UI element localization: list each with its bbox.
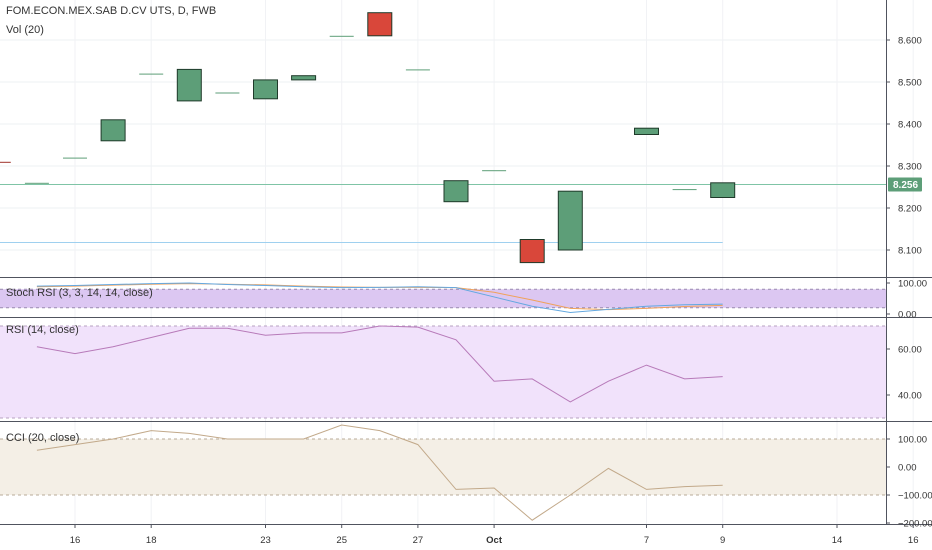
- rsi-line: [36, 325, 723, 403]
- stoch-k-line: [36, 282, 723, 313]
- x-tick-label: 16: [70, 535, 81, 546]
- candle: [519, 239, 545, 264]
- cci-panel[interactable]: CCI (20, close): [0, 424, 886, 521]
- cci-tick-label: 0.00: [898, 463, 917, 474]
- candle: [329, 35, 354, 37]
- cci-tick-label: 100.00: [898, 435, 927, 446]
- x-tick-label: 9: [720, 535, 725, 546]
- rsi-band-fill: [0, 326, 886, 418]
- price-tick-label: 8.600: [898, 36, 922, 47]
- price-tick-label: 8.300: [898, 162, 922, 173]
- price-tick-label: 8.500: [898, 78, 922, 89]
- x-tick-label: 7: [644, 535, 649, 546]
- price-grid: [0, 0, 914, 524]
- cci-line: [36, 424, 723, 521]
- price-tick-label: 8.400: [898, 120, 922, 131]
- stoch-rsi-plot: [0, 282, 886, 313]
- rsi-label: RSI (14, close): [6, 324, 79, 336]
- axes: 8.600 8.500 8.400 8.300 8.200 8.100 100.00 0.00…: [0, 0, 932, 530]
- candle: [63, 157, 87, 159]
- candle: [215, 92, 240, 94]
- candle: [253, 79, 278, 100]
- candle: [557, 190, 583, 251]
- cci-label: CCI (20, close): [6, 432, 79, 444]
- last-price-label: 8.256: [893, 180, 918, 191]
- candle: [24, 182, 49, 184]
- time-axis[interactable]: 16 18 23 25 27 Oct 7 9 14 16: [70, 524, 919, 546]
- stoch-band-fill: [0, 289, 886, 308]
- candle: [634, 127, 659, 135]
- x-tick-label: 18: [146, 535, 157, 546]
- candle: [291, 75, 317, 81]
- candle: [176, 68, 202, 102]
- rsi-panel[interactable]: RSI (14, close): [0, 324, 886, 419]
- x-tick-label: 16: [908, 535, 919, 546]
- x-tick-label: 27: [413, 535, 424, 546]
- candle: [139, 73, 164, 75]
- cci-tick-label: −100.00: [898, 491, 932, 502]
- stoch-rsi-label: Stoch RSI (3, 3, 14, 14, close): [6, 287, 153, 299]
- x-tick-label: 14: [832, 535, 843, 546]
- candle: [100, 119, 126, 142]
- x-tick-label: 25: [336, 535, 347, 546]
- candle: [710, 182, 736, 199]
- rsi-plot: [0, 325, 886, 419]
- volume-label: Vol (20): [6, 24, 44, 36]
- cci-tick-label: −200.00: [898, 519, 932, 530]
- candle: [367, 12, 393, 37]
- cci-plot: [0, 424, 886, 521]
- price-tick-label: 8.200: [898, 204, 922, 215]
- rsi-tick-label: 40.00: [898, 391, 922, 402]
- rsi-tick-label: 60.00: [898, 345, 922, 356]
- candle: [405, 69, 430, 71]
- stoch-tick-label: 0.00: [898, 310, 917, 321]
- candle: [482, 170, 507, 172]
- symbol-title: FOM.ECON.MEX.SAB D.CV UTS, D, FWB: [6, 5, 216, 17]
- x-tick-label: Oct: [486, 535, 503, 546]
- candles: [0, 12, 736, 264]
- stoch-tick-label: 100.00: [898, 279, 927, 290]
- x-tick-label: 23: [260, 535, 271, 546]
- cci-band-fill: [0, 439, 886, 495]
- price-panel[interactable]: FOM.ECON.MEX.SAB D.CV UTS, D, FWB Vol (2…: [0, 0, 914, 524]
- candle: [0, 161, 11, 163]
- price-tick-label: 8.100: [898, 246, 922, 257]
- candle: [672, 189, 697, 191]
- last-price-badge: [888, 177, 922, 192]
- candle: [443, 180, 469, 203]
- stoch-rsi-panel[interactable]: Stoch RSI (3, 3, 14, 14, close): [0, 282, 886, 313]
